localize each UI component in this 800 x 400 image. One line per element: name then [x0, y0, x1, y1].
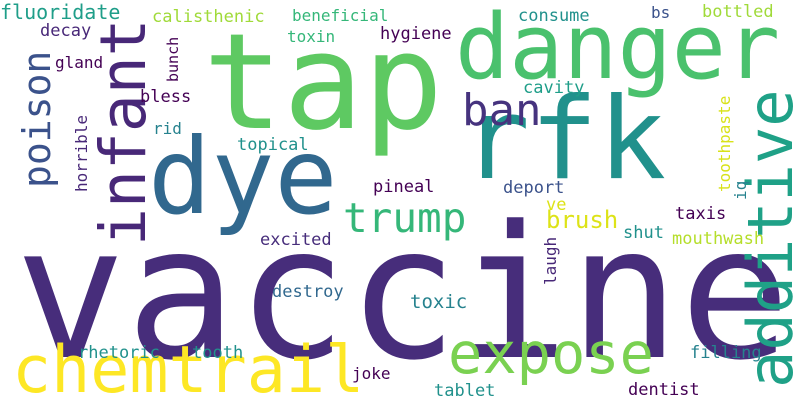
word: trump	[343, 194, 466, 242]
word: ve	[546, 195, 566, 215]
word: laugh	[541, 237, 560, 285]
word: mouthwash	[672, 229, 764, 249]
word: tablet	[434, 381, 495, 400]
word: bunch	[164, 37, 182, 82]
word: vaccine	[15, 187, 790, 400]
word: beneficial	[292, 6, 388, 25]
word: tap	[203, 6, 443, 160]
word: calisthenic	[152, 7, 265, 27]
word: decay	[40, 21, 91, 41]
word: bs	[651, 3, 670, 22]
word: destroy	[272, 282, 344, 302]
word: shut	[623, 223, 664, 243]
word: pineal	[373, 177, 434, 197]
word: toothpaste	[715, 96, 734, 192]
word: iq	[731, 181, 750, 200]
word: tooth	[192, 343, 243, 363]
word: horrible	[72, 115, 91, 192]
word: dentist	[628, 380, 700, 400]
word: rfk	[462, 73, 666, 205]
word: deport	[503, 178, 564, 198]
word: brush	[546, 206, 618, 234]
word: rhetoric	[78, 343, 160, 363]
word: rid	[153, 119, 182, 138]
word: chemtrail	[12, 333, 364, 400]
word: joke	[352, 364, 391, 383]
word: taxis	[675, 204, 726, 224]
word: toxic	[410, 291, 467, 313]
word: bottled	[702, 2, 774, 22]
word: ban	[462, 85, 541, 136]
word: expose	[448, 321, 654, 387]
word: fluoridate	[0, 0, 120, 24]
word: infant	[87, 18, 160, 246]
word: hygiene	[380, 24, 452, 44]
word: filling	[690, 343, 762, 363]
word: gland	[55, 53, 103, 72]
word: dye	[148, 116, 338, 238]
word: bless	[140, 87, 191, 107]
word: consume	[518, 6, 590, 26]
word: cavity	[523, 78, 584, 98]
word: toxin	[287, 27, 335, 46]
word: danger	[455, 0, 780, 100]
word: poison	[15, 51, 59, 188]
word: topical	[237, 135, 309, 155]
word: excited	[260, 230, 332, 250]
word: additive	[734, 89, 800, 388]
